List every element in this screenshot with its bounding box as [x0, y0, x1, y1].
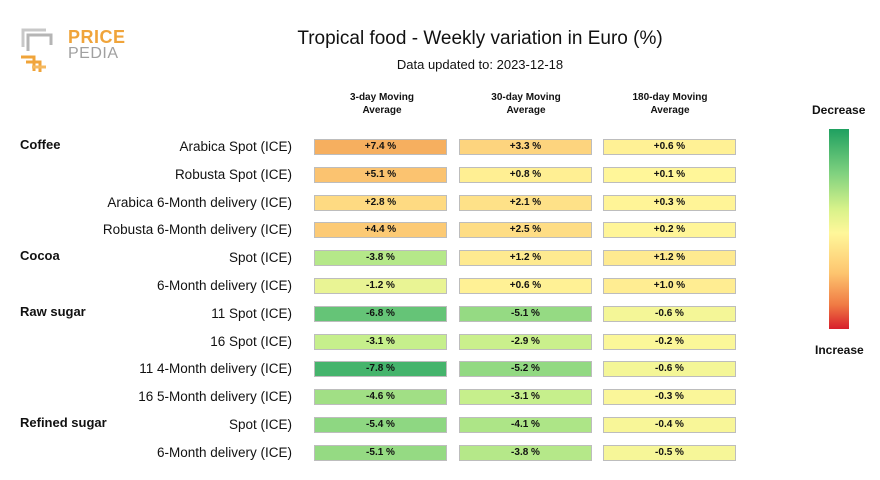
row-label: 6-Month delivery (ICE)	[156, 444, 292, 460]
heatmap-cell: -4.1 %	[459, 417, 592, 433]
heatmap-cell: -3.8 %	[459, 444, 592, 461]
heatmap-cell: -0.6 %	[603, 361, 736, 378]
column-header: 3-day Moving Average	[320, 91, 444, 117]
column-header-line: 180-day Moving	[632, 92, 708, 103]
column-header-line: 30-day Moving	[491, 92, 561, 103]
pricepedia-logo: PRICE PEDIA	[20, 25, 130, 73]
heatmap-cell: +1.0 %	[603, 278, 736, 294]
row-label: Robusta 6-Month delivery (ICE)	[102, 222, 292, 238]
legend-color-bar	[829, 129, 849, 329]
heatmap-cell: -3.1 %	[314, 333, 447, 350]
row-label: 6-Month delivery (ICE)	[156, 278, 292, 293]
row-label: 16 Spot (ICE)	[210, 333, 292, 349]
heatmap-cell: -0.5 %	[603, 444, 736, 461]
heatmap-cell: +0.1 %	[603, 166, 736, 183]
column-header-line: Average	[362, 105, 402, 116]
column-header-line: Average	[650, 105, 690, 116]
row-label: 11 4-Month delivery (ICE)	[139, 361, 292, 377]
heatmap-cell: -0.2 %	[603, 333, 736, 350]
row-label: 16 5-Month delivery (ICE)	[138, 389, 292, 405]
heatmap-cell: +1.2 %	[459, 250, 592, 267]
row-label: Spot (ICE)	[228, 250, 292, 266]
row-label: Arabica 6-Month delivery (ICE)	[107, 194, 292, 210]
row-label: Arabica Spot (ICE)	[179, 139, 292, 154]
logo-text-pedia: PEDIA	[68, 45, 119, 62]
logo-mark-icon	[21, 28, 53, 72]
heatmap-cell: -1.2 %	[314, 278, 447, 294]
heatmap-cell: +2.1 %	[459, 194, 592, 211]
heatmap-cell: +3.3 %	[459, 139, 592, 155]
logo-text-price: PRICE	[68, 27, 126, 47]
heatmap-cell: +0.6 %	[459, 278, 592, 294]
chart-title: Tropical food - Weekly variation in Euro…	[297, 28, 663, 49]
heatmap-cell: +7.4 %	[314, 139, 447, 155]
heatmap-cell: +2.8 %	[314, 194, 447, 211]
column-header: 30-day Moving Average	[464, 91, 588, 117]
heatmap-cell: -3.1 %	[459, 389, 592, 406]
heatmap-cell: -7.8 %	[314, 361, 447, 378]
heatmap-cell: -0.6 %	[603, 305, 736, 322]
heatmap-cell: -3.8 %	[314, 250, 447, 267]
heatmap-cell: -5.4 %	[314, 417, 447, 433]
heatmap-cell: -6.8 %	[314, 305, 447, 322]
group-label: Raw sugar	[20, 303, 86, 319]
group-label: Refined sugar	[20, 415, 107, 430]
heatmap-cell: -5.1 %	[459, 305, 592, 322]
heatmap-cell: +0.2 %	[603, 222, 736, 239]
heatmap-cell: -0.3 %	[603, 389, 736, 406]
heatmap-cell: -0.4 %	[603, 417, 736, 433]
row-label: Robusta Spot (ICE)	[174, 166, 292, 182]
heatmap-cell: +4.4 %	[314, 222, 447, 239]
heatmap-cell: -2.9 %	[459, 333, 592, 350]
heatmap-cell: +2.5 %	[459, 222, 592, 239]
row-label: Spot (ICE)	[228, 417, 292, 432]
heatmap-cell: +0.3 %	[603, 194, 736, 211]
column-header-line: Average	[506, 105, 546, 116]
chart-subtitle: Data updated to: 2023-12-18	[396, 57, 564, 72]
column-header-line: 3-day Moving	[350, 92, 414, 103]
row-label: 11 Spot (ICE)	[211, 305, 292, 321]
heatmap-cell: -4.6 %	[314, 389, 447, 406]
column-header: 180-day Moving Average	[608, 91, 732, 117]
heatmap-cell: +0.6 %	[603, 139, 736, 155]
group-label: Coffee	[20, 137, 61, 152]
heatmap-cell: +0.8 %	[459, 166, 592, 183]
legend-top-label: Decrease	[812, 103, 866, 117]
legend-bottom-label: Increase	[815, 343, 864, 357]
heatmap-cell: +1.2 %	[603, 250, 736, 267]
heatmap-cell: -5.2 %	[459, 361, 592, 378]
group-label: Cocoa	[20, 248, 60, 264]
heatmap-cell: +5.1 %	[314, 166, 447, 183]
heatmap-cell: -5.1 %	[314, 444, 447, 461]
